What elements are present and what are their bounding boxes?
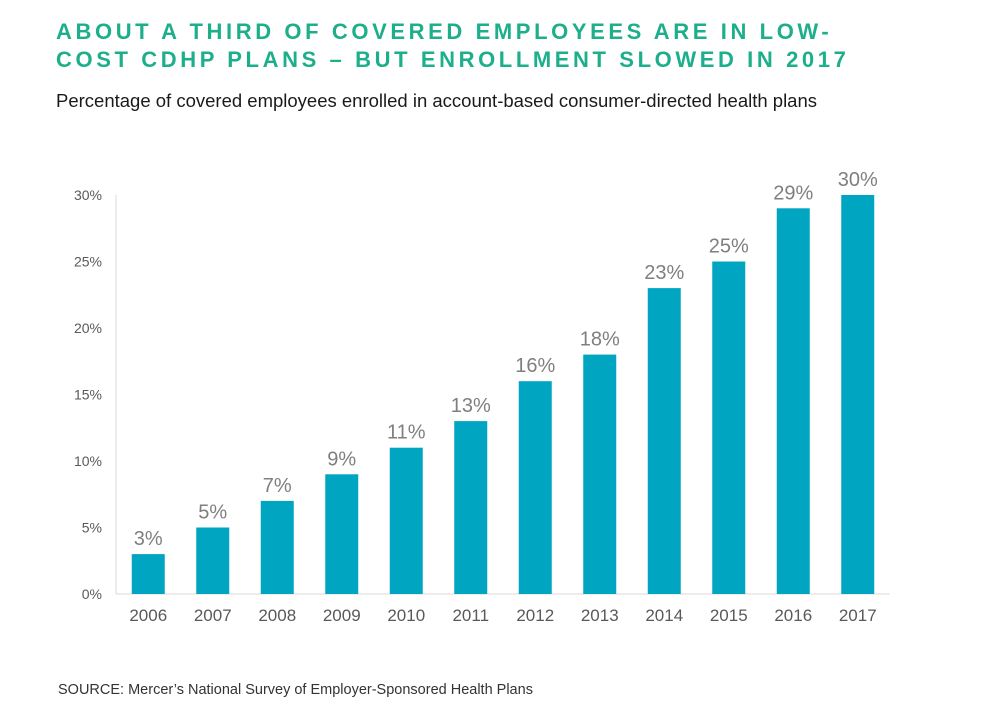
data-label: 7% <box>263 475 292 497</box>
data-labels: 3% 5% 7% 9% 11% 13% 16% 18% 23% 25% 29% 30% <box>134 169 878 550</box>
x-axis: 2006 2007 2008 2009 2010 2011 2012 2013 2014 2015… <box>116 593 890 625</box>
data-label: 3% <box>134 528 163 550</box>
bar <box>647 288 681 594</box>
bar <box>196 527 230 594</box>
data-label: 25% <box>709 236 749 258</box>
y-tick-label: 30% <box>74 187 102 203</box>
chart-title-line-1: ABOUT A THIRD OF COVERED EMPLOYEES ARE I… <box>56 19 833 44</box>
y-tick-label: 10% <box>74 453 102 469</box>
bar <box>325 474 359 594</box>
x-tick-label: 2013 <box>581 606 619 625</box>
bar <box>776 208 810 595</box>
data-label: 23% <box>644 262 684 284</box>
x-tick-label: 2015 <box>710 606 748 625</box>
bar <box>389 447 423 594</box>
chart-title: ABOUT A THIRD OF COVERED EMPLOYEES ARE I… <box>56 18 956 74</box>
x-tick-label: 2008 <box>258 606 296 625</box>
x-tick-label: 2010 <box>387 606 425 625</box>
y-axis: 0% 5% 10% 15% 20% 25% 30% <box>74 187 117 602</box>
x-tick-label: 2012 <box>516 606 554 625</box>
source-note: SOURCE: Mercer’s National Survey of Empl… <box>58 682 533 698</box>
data-label: 11% <box>387 422 426 444</box>
x-tick-label: 2014 <box>645 606 683 625</box>
bar <box>583 354 617 594</box>
x-tick-label: 2007 <box>194 606 232 625</box>
data-label: 9% <box>327 448 356 470</box>
data-label: 16% <box>515 355 555 377</box>
bar <box>712 261 746 594</box>
y-tick-label: 25% <box>74 254 102 270</box>
x-tick-label: 2016 <box>774 606 812 625</box>
y-tick-label: 15% <box>74 387 102 403</box>
chart-subtitle: Percentage of covered employees enrolled… <box>56 90 818 111</box>
data-label: 30% <box>838 169 878 191</box>
bar <box>518 381 552 594</box>
bars <box>131 195 875 595</box>
data-label: 13% <box>451 395 491 417</box>
y-tick-label: 0% <box>82 586 102 602</box>
x-tick-label: 2009 <box>323 606 361 625</box>
bar <box>260 500 294 594</box>
data-label: 5% <box>198 502 227 524</box>
bar <box>841 195 875 594</box>
x-tick-label: 2011 <box>452 606 489 625</box>
data-label: 18% <box>580 329 620 351</box>
bar-chart: 0% 5% 10% 15% 20% 25% 30% 2006 2007 2008 2009 2010… <box>74 169 890 625</box>
chart-title-line-2: COST CDHP PLANS – BUT ENROLLMENT SLOWED … <box>56 47 850 72</box>
y-tick-label: 5% <box>82 520 102 536</box>
bar <box>131 554 165 594</box>
x-tick-label: 2006 <box>129 606 167 625</box>
y-tick-label: 20% <box>74 320 102 336</box>
x-tick-label: 2017 <box>839 606 877 625</box>
bar <box>454 421 488 594</box>
data-label: 29% <box>773 182 813 204</box>
